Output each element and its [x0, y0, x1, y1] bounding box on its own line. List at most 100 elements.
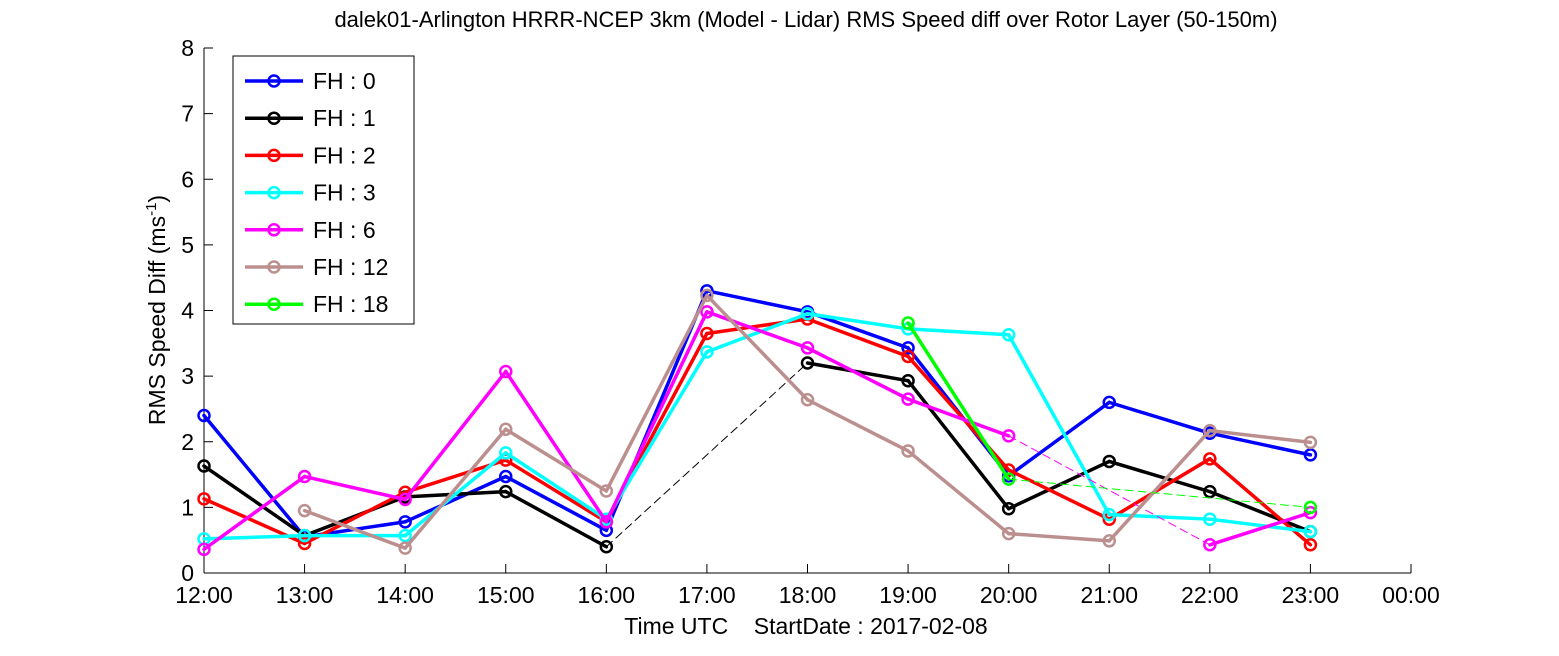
legend-entry-label: FH : 12 [313, 254, 388, 280]
data-point-marker [1203, 423, 1217, 438]
legend-entry-label: FH : 6 [313, 217, 376, 243]
x-tick-label: 17:00 [678, 582, 736, 608]
series-line-segment [1107, 428, 1212, 543]
data-point-marker [1203, 538, 1217, 552]
series-line-segment [504, 474, 609, 533]
data-point-marker [297, 503, 312, 518]
y-tick-label: 0 [181, 560, 194, 586]
series-line-segment [1107, 400, 1212, 435]
y-tick-label: 4 [181, 298, 194, 324]
x-tick-label: 22:00 [1181, 582, 1239, 608]
series-line-segment [906, 378, 1011, 511]
series-line-segment [906, 321, 1011, 481]
x-tick-label: 00:00 [1382, 582, 1440, 608]
series-line-segment [906, 327, 1011, 337]
x-tick-label: 18:00 [779, 582, 837, 608]
series-line-segment [1208, 510, 1313, 547]
data-point-marker [1001, 526, 1016, 541]
x-tick-label: 23:00 [1282, 582, 1340, 608]
legend-swatch-marker [267, 185, 281, 200]
legend-swatch-marker [267, 148, 281, 163]
data-point-marker [1102, 534, 1116, 548]
x-tick-label: 16:00 [578, 582, 636, 608]
data-point-marker [297, 469, 312, 484]
y-tick-label: 8 [181, 35, 194, 61]
data-point-marker [901, 444, 915, 458]
data-point-marker [398, 528, 412, 543]
series-line-segment [604, 310, 709, 524]
legend-entry-label: FH : 0 [313, 68, 376, 94]
data-point-marker [1001, 429, 1016, 443]
data-point-marker [1303, 500, 1318, 515]
series-line-segment [504, 458, 609, 524]
data-point-marker [297, 536, 312, 551]
data-point-marker [1303, 448, 1318, 462]
data-point-marker [1303, 538, 1318, 552]
data-point-marker [1102, 454, 1116, 469]
series-line-segment [403, 451, 508, 538]
series-line-segment [705, 310, 810, 350]
series-line-segment [705, 289, 810, 314]
data-point-marker [499, 469, 513, 484]
series-line-segment [1208, 428, 1313, 445]
series-line-segment [1107, 457, 1212, 521]
y-axis-label: RMS Speed Diff (ms-1) [143, 195, 170, 425]
data-point-marker [599, 484, 614, 498]
data-point-marker [398, 515, 412, 529]
data-point-marker [599, 540, 614, 554]
series-line-segment [805, 398, 910, 453]
series-line-segment [1006, 333, 1111, 517]
series-line-segment [504, 489, 609, 549]
data-point-marker [1001, 472, 1016, 486]
y-tick-label: 3 [181, 363, 194, 389]
x-axis-label: Time UTC StartDate : 2017-02-08 [624, 613, 987, 639]
legend-entry-label: FH : 3 [313, 180, 376, 206]
chart-title: dalek01-Arlington HRRR-NCEP 3km (Model -… [334, 7, 1277, 32]
data-point-marker [901, 349, 915, 364]
series-line-segment [302, 474, 407, 502]
series-line-segment [906, 397, 1011, 438]
data-point-marker [599, 515, 614, 529]
data-point-marker [1203, 484, 1217, 499]
legend-swatch-marker [267, 74, 281, 88]
data-point-marker [499, 364, 513, 379]
series-line-segment [604, 293, 709, 493]
series-line-segment [504, 427, 609, 493]
data-point-marker [700, 288, 714, 303]
series-line-segment [705, 293, 810, 402]
series-line-segment [504, 451, 609, 521]
x-tick-label: 20:00 [980, 582, 1038, 608]
x-tick-label: 19:00 [879, 582, 937, 608]
series-line-segment [906, 449, 1011, 536]
data-point-marker [1102, 507, 1116, 522]
y-tick-label: 7 [181, 101, 194, 127]
data-point-marker [1001, 328, 1016, 342]
series-line-segment [202, 413, 307, 539]
x-tick-label: 15:00 [477, 582, 535, 608]
legend-swatch-marker [267, 260, 281, 274]
series-gap-line [605, 362, 808, 548]
legend-entry-label: FH : 2 [313, 142, 376, 168]
series-line-segment [302, 508, 407, 550]
legend-swatch-marker [267, 297, 281, 311]
data-point-marker [398, 492, 412, 507]
series-line-segment [1006, 468, 1111, 521]
legend-entry-label: FH : 18 [313, 291, 388, 317]
data-point-marker [1203, 512, 1217, 526]
series-line-segment [1006, 531, 1111, 543]
data-point-marker [800, 393, 815, 407]
y-tick-label: 1 [181, 494, 194, 520]
data-point-marker [700, 345, 714, 359]
data-point-marker [1203, 452, 1217, 466]
data-point-marker [1303, 435, 1318, 450]
x-tick-label: 12:00 [175, 582, 233, 608]
data-point-marker [499, 484, 513, 499]
series-line-segment [705, 312, 810, 354]
y-tick-label: 5 [181, 232, 194, 258]
y-axis-label-close: ) [144, 195, 170, 203]
data-point-marker [901, 316, 915, 330]
legend: FH : 0 FH : 1 FH : 2 FH : 3 FH : 6 FH : 12 FH … [232, 55, 415, 325]
svg-text:RMS Speed Diff (ms-1): RMS Speed Diff (ms-1) [143, 195, 170, 425]
series-line-segment [1006, 459, 1111, 511]
